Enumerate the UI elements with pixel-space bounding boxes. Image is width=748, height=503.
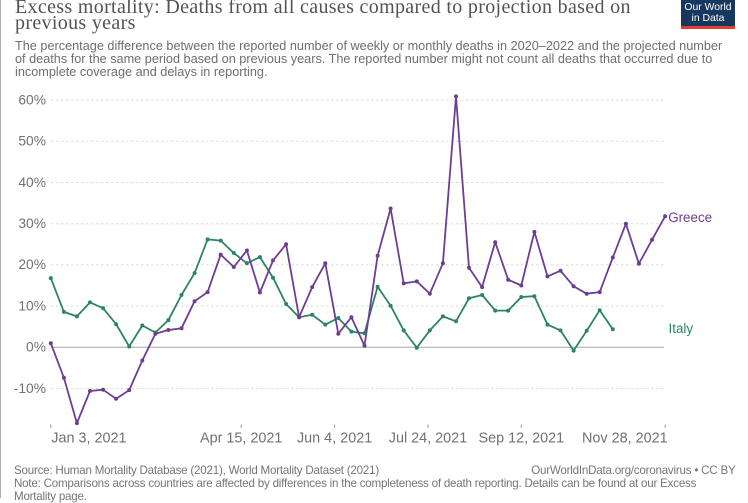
svg-text:10%: 10% bbox=[18, 298, 46, 313]
svg-text:50%: 50% bbox=[18, 134, 46, 149]
svg-text:30%: 30% bbox=[18, 216, 46, 231]
svg-text:Apr 15, 2021: Apr 15, 2021 bbox=[200, 431, 282, 447]
svg-text:40%: 40% bbox=[18, 175, 46, 190]
svg-text:-10%: -10% bbox=[14, 381, 46, 396]
svg-text:Jun 4, 2021: Jun 4, 2021 bbox=[297, 431, 372, 447]
svg-text:Sep 12, 2021: Sep 12, 2021 bbox=[478, 431, 564, 447]
svg-text:Greece: Greece bbox=[668, 210, 712, 225]
svg-text:Nov 28, 2021: Nov 28, 2021 bbox=[582, 431, 668, 447]
svg-text:Italy: Italy bbox=[669, 321, 694, 336]
svg-text:Jan 3, 2021: Jan 3, 2021 bbox=[51, 431, 126, 447]
svg-text:60%: 60% bbox=[18, 92, 46, 107]
svg-text:0%: 0% bbox=[26, 340, 46, 355]
svg-text:20%: 20% bbox=[18, 257, 46, 272]
svg-text:Jul 24, 2021: Jul 24, 2021 bbox=[389, 431, 467, 447]
